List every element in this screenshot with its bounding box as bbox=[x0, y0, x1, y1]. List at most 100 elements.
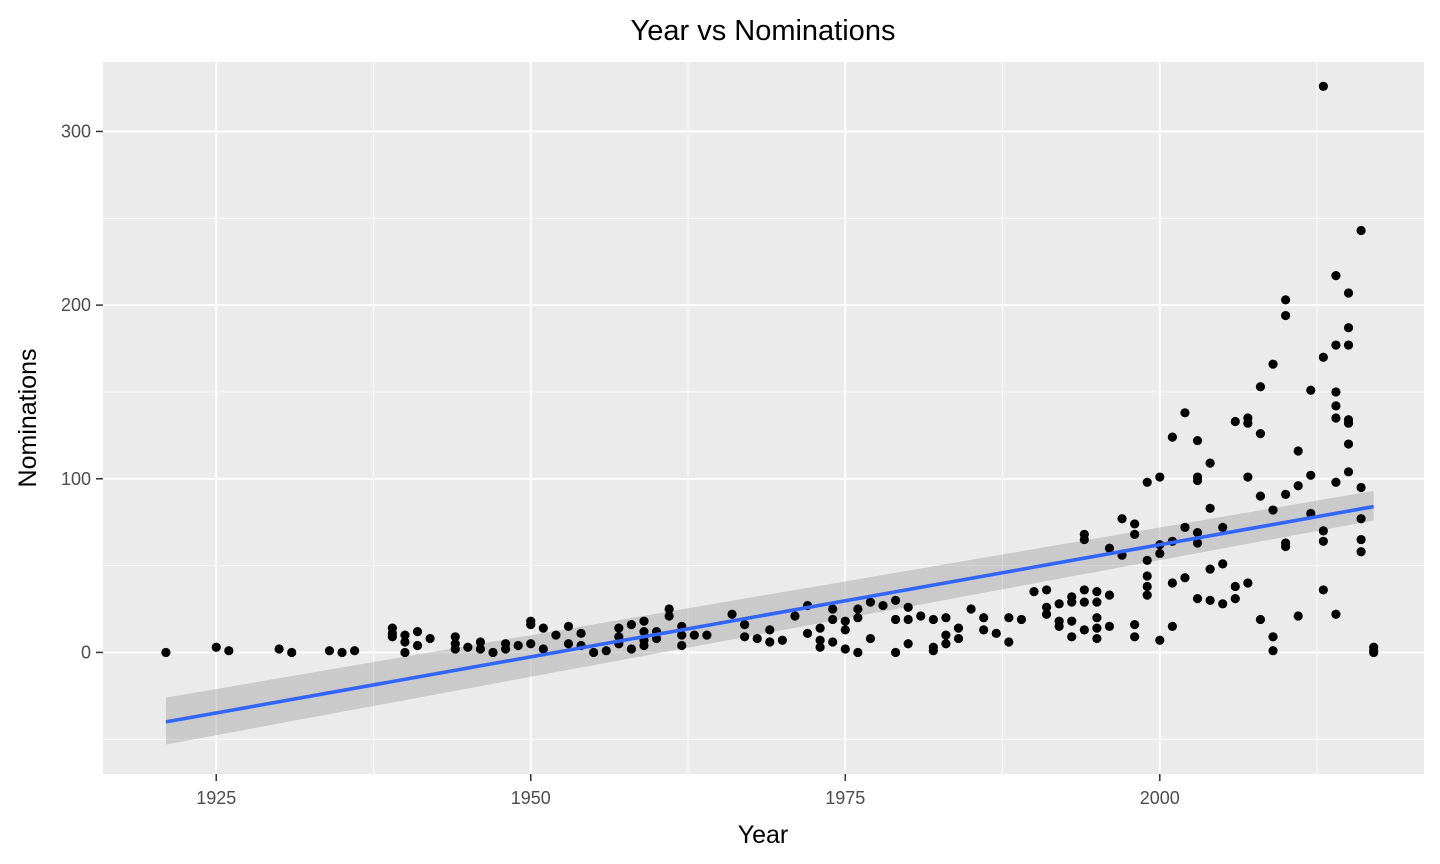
data-point bbox=[1243, 418, 1253, 428]
data-point bbox=[891, 595, 901, 605]
data-point bbox=[1343, 418, 1354, 428]
data-point bbox=[526, 639, 536, 649]
data-point bbox=[1268, 359, 1278, 369]
data-point bbox=[1130, 519, 1140, 529]
data-point bbox=[425, 633, 435, 644]
data-point bbox=[664, 604, 674, 614]
data-point bbox=[475, 637, 486, 647]
data-point bbox=[865, 633, 876, 644]
data-point bbox=[1067, 597, 1077, 607]
data-point bbox=[1092, 597, 1102, 607]
data-point bbox=[500, 644, 511, 654]
data-point bbox=[387, 632, 397, 642]
data-point bbox=[853, 647, 863, 658]
data-point bbox=[1243, 472, 1253, 482]
data-point bbox=[463, 642, 473, 652]
data-point bbox=[1255, 382, 1266, 392]
data-point bbox=[287, 647, 297, 658]
data-point bbox=[677, 630, 687, 640]
data-point bbox=[488, 647, 498, 658]
data-point bbox=[161, 647, 171, 658]
data-point bbox=[1142, 581, 1152, 592]
data-point bbox=[1343, 467, 1354, 477]
data-point bbox=[1281, 295, 1291, 305]
data-point bbox=[1331, 477, 1341, 487]
data-point bbox=[1180, 522, 1190, 533]
data-point bbox=[513, 640, 523, 651]
data-point bbox=[865, 597, 876, 607]
data-point bbox=[1230, 416, 1240, 427]
data-point bbox=[1218, 522, 1228, 533]
data-point bbox=[1281, 310, 1291, 321]
data-point bbox=[1318, 352, 1328, 362]
data-point bbox=[740, 632, 750, 642]
data-point bbox=[1331, 340, 1341, 350]
data-point bbox=[1054, 621, 1064, 631]
data-point bbox=[538, 623, 548, 633]
chart-title: Year vs Nominations bbox=[631, 15, 896, 47]
trend-line bbox=[165, 504, 1374, 724]
data-point bbox=[1167, 621, 1177, 631]
data-point bbox=[1205, 595, 1215, 605]
minor-gridlines bbox=[103, 62, 1424, 774]
confidence-band-layer bbox=[165, 490, 1374, 745]
y-tick-label: 300 bbox=[61, 121, 91, 141]
data-point bbox=[1192, 435, 1203, 446]
data-point bbox=[1293, 481, 1303, 491]
y-tick-label: 200 bbox=[61, 295, 91, 315]
data-point bbox=[941, 613, 951, 623]
y-tick-label: 100 bbox=[61, 469, 91, 489]
data-point bbox=[891, 614, 901, 625]
data-point bbox=[639, 627, 649, 637]
data-point bbox=[941, 639, 951, 649]
data-point bbox=[274, 644, 284, 654]
data-point bbox=[953, 633, 964, 644]
data-point bbox=[853, 613, 863, 623]
data-point bbox=[1268, 646, 1278, 656]
data-point bbox=[1029, 587, 1039, 597]
data-point bbox=[1255, 429, 1266, 439]
data-point bbox=[576, 628, 586, 638]
data-point bbox=[1293, 446, 1303, 456]
data-point bbox=[1318, 526, 1328, 536]
confidence-band bbox=[165, 490, 1374, 745]
data-point bbox=[1142, 555, 1152, 566]
data-point bbox=[840, 616, 850, 626]
data-point bbox=[1167, 578, 1177, 588]
data-point bbox=[1205, 503, 1215, 513]
data-point bbox=[1104, 543, 1115, 553]
data-point bbox=[1067, 632, 1077, 642]
data-point bbox=[1155, 548, 1165, 559]
data-point bbox=[1104, 621, 1115, 631]
data-point bbox=[891, 647, 901, 658]
data-point bbox=[412, 627, 423, 637]
data-point bbox=[1331, 609, 1341, 619]
data-point bbox=[563, 621, 574, 631]
data-point bbox=[815, 635, 825, 645]
data-point bbox=[412, 640, 423, 651]
data-point bbox=[916, 611, 926, 621]
data-point bbox=[475, 644, 486, 654]
data-point bbox=[752, 633, 762, 644]
data-point bbox=[589, 647, 599, 658]
x-axis-tick-labels: 1925 1950 1975 2000 bbox=[196, 788, 1180, 808]
data-point bbox=[1104, 590, 1115, 600]
data-point bbox=[1318, 536, 1328, 546]
data-point bbox=[400, 637, 410, 647]
data-point bbox=[626, 644, 637, 654]
data-point bbox=[614, 623, 624, 633]
data-point bbox=[1281, 489, 1291, 500]
data-point bbox=[840, 625, 850, 635]
data-point bbox=[1130, 529, 1140, 539]
data-point bbox=[1356, 482, 1366, 493]
data-point bbox=[1092, 587, 1102, 597]
data-point bbox=[1192, 594, 1203, 604]
data-point bbox=[350, 646, 360, 656]
x-tick-label: 1950 bbox=[511, 788, 551, 808]
data-point bbox=[400, 630, 410, 640]
x-tick-label: 2000 bbox=[1140, 788, 1180, 808]
data-point bbox=[1079, 597, 1089, 607]
data-point bbox=[1230, 594, 1240, 604]
data-point bbox=[953, 623, 964, 633]
